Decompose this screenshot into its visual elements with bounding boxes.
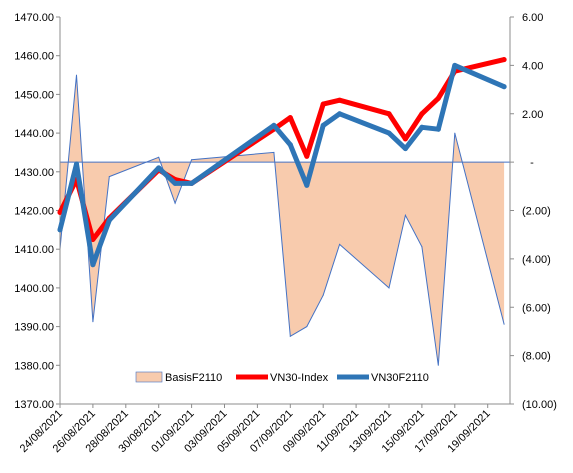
legend-swatch-area [135,371,163,383]
series-point-vn30f2110 [271,122,277,128]
series-point-vn30f2110 [419,124,425,130]
right-y-tick-label: 4.00 [522,60,543,72]
basis-area-point [174,202,176,204]
basis-area-fill [60,75,505,366]
series-point-vn30-index [501,57,507,63]
series-point-vn30f2110 [189,180,195,186]
index-lines-layer [57,57,507,268]
series-point-vn30-index [419,111,425,117]
basis-area-point [421,246,423,248]
basis-area-point [339,243,341,245]
basis-area-point [76,74,77,76]
basis-area-point [273,151,275,153]
left-y-tick-label: 1370.00 [14,399,54,411]
series-point-vn30f2110 [402,146,408,152]
right-y-tick-label: (4.00) [522,254,551,266]
right-y-tick-label: (10.00) [522,399,557,411]
basis-area-point [158,156,160,158]
series-point-vn30f2110 [172,180,178,186]
series-line-vn30f2110 [57,62,507,268]
series-point-vn30f2110 [386,130,392,136]
left-y-tick-label: 1470.00 [14,12,54,24]
basis-area-point [454,132,456,134]
legend-label: VN30F2110 [371,372,429,384]
basis-area-point [191,159,193,161]
right-y-tick-label: (6.00) [522,302,551,314]
series-point-vn30f2110 [435,126,441,132]
series-point-vn30f2110 [156,165,162,171]
left-y-tick-label: 1390.00 [14,322,54,334]
series-point-vn30f2110 [337,111,343,117]
left-y-tick-label: 1410.00 [14,244,54,256]
basis-area-point [437,364,439,366]
legend-label: VN30-Index [270,372,329,384]
series-point-vn30f2110 [74,161,79,167]
series-point-vn30f2110 [57,227,63,233]
right-y-tick-label: 2.00 [522,109,543,121]
basis-area-point [108,176,110,178]
basis-area-point [388,287,390,289]
series-point-vn30-index [402,136,408,142]
left-y-tick-label: 1420.00 [14,206,54,218]
basis-area-point [289,335,291,337]
basis-area-point [322,294,324,296]
series-point-vn30-index [287,115,293,121]
series-point-vn30f2110 [501,84,507,90]
left-y-tick-label: 1460.00 [14,51,54,63]
legend: BasisF2110 VN30-Index VN30F2110 [135,371,429,384]
series-point-vn30f2110 [304,182,310,188]
basis-area-point [503,323,505,325]
right-y-tick-label: (2.00) [522,206,551,218]
right-y-tick-label: (8.00) [522,351,551,363]
series-point-vn30f2110 [320,122,326,128]
series-point-vn30f2110 [452,62,458,68]
basis-area-point [404,214,406,216]
right-y-tick-label: - [530,157,534,169]
series-point-vn30-index [90,237,96,242]
basis-area-point [306,326,308,328]
left-y-tick-label: 1430.00 [14,167,54,179]
series-point-vn30-index [320,101,326,107]
left-y-tick-label: 1440.00 [14,128,54,140]
series-point-vn30f2110 [90,262,96,268]
basis-area-layer [59,74,510,366]
left-y-tick-label: 1380.00 [14,360,54,372]
left-y-tick-label: 1450.00 [14,89,54,101]
left-y-tick-label: 1400.00 [14,283,54,295]
basis-area-edge [59,75,505,366]
right-y-tick-label: 6.00 [522,12,543,24]
series-point-vn30f2110 [287,142,293,148]
basis-area-point [92,321,94,323]
series-point-vn30-index [386,111,392,117]
series-point-vn30-index [304,153,310,159]
series-point-vn30-index [337,97,343,103]
series-point-vn30-index [435,95,441,101]
series-point-vn30-index [57,209,63,215]
legend-label: BasisF2110 [165,372,222,384]
series-point-vn30f2110 [106,217,112,223]
